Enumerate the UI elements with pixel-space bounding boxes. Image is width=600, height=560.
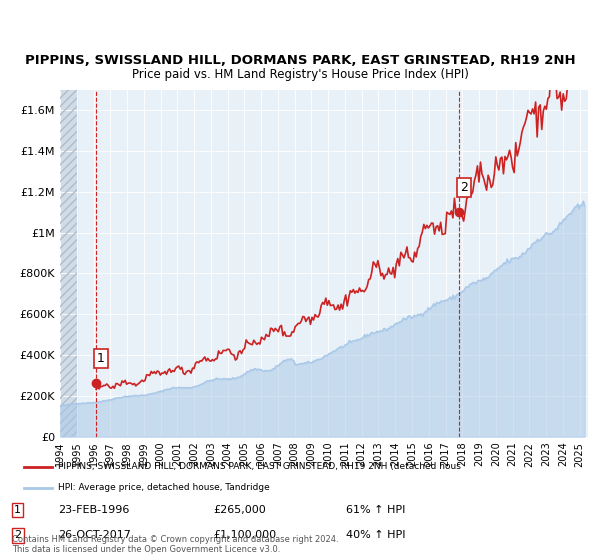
Text: £265,000: £265,000 bbox=[214, 505, 266, 515]
Text: 2: 2 bbox=[14, 530, 22, 540]
Text: 40% ↑ HPI: 40% ↑ HPI bbox=[346, 530, 406, 540]
Text: 1: 1 bbox=[14, 505, 21, 515]
Text: 1: 1 bbox=[97, 352, 105, 365]
Text: Contains HM Land Registry data © Crown copyright and database right 2024.
This d: Contains HM Land Registry data © Crown c… bbox=[12, 535, 338, 554]
Bar bbox=[60, 90, 77, 437]
Text: 26-OCT-2017: 26-OCT-2017 bbox=[58, 530, 131, 540]
Text: 2: 2 bbox=[460, 181, 468, 194]
Text: Price paid vs. HM Land Registry's House Price Index (HPI): Price paid vs. HM Land Registry's House … bbox=[131, 68, 469, 81]
Bar bbox=[60, 90, 77, 437]
Text: PIPPINS, SWISSLAND HILL, DORMANS PARK, EAST GRINSTEAD, RH19 2NH (detached hous: PIPPINS, SWISSLAND HILL, DORMANS PARK, E… bbox=[58, 463, 461, 472]
Text: 61% ↑ HPI: 61% ↑ HPI bbox=[346, 505, 406, 515]
Text: PIPPINS, SWISSLAND HILL, DORMANS PARK, EAST GRINSTEAD, RH19 2NH: PIPPINS, SWISSLAND HILL, DORMANS PARK, E… bbox=[25, 54, 575, 67]
Text: 23-FEB-1996: 23-FEB-1996 bbox=[58, 505, 130, 515]
Text: HPI: Average price, detached house, Tandridge: HPI: Average price, detached house, Tand… bbox=[58, 483, 270, 492]
Text: £1,100,000: £1,100,000 bbox=[214, 530, 277, 540]
